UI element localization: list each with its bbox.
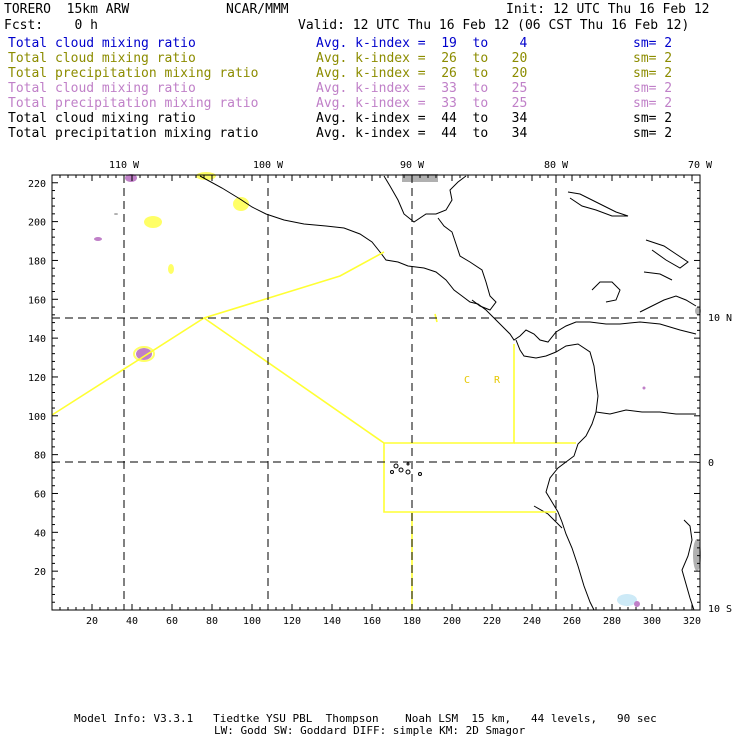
x-tick-label: 40 bbox=[126, 616, 138, 627]
x-tick-label: 260 bbox=[563, 616, 581, 627]
y-tick-label: 120 bbox=[28, 373, 46, 384]
x-tick-label: 100 bbox=[243, 616, 261, 627]
lon-label-70w: 70 W bbox=[688, 160, 713, 171]
x-tick-label: 80 bbox=[206, 616, 218, 627]
lat-label-10n: 10 N bbox=[708, 313, 732, 324]
y-tick-label: 40 bbox=[34, 528, 46, 539]
legend-field-3: Total precipitation mixing ratio bbox=[8, 66, 259, 81]
model-info-line-1: Model Info: V3.3.1 Tiedtke YSU PBL Thomp… bbox=[74, 712, 657, 725]
forecast-hour: Fcst: 0 h bbox=[4, 18, 98, 33]
lon-label-110w: 110 W bbox=[109, 160, 140, 171]
model-title: TORERO 15km ARW bbox=[4, 2, 130, 17]
legend-index-7: Avg. k-index = 44 to 34 bbox=[316, 126, 528, 141]
flight-track bbox=[51, 251, 576, 610]
legend-index-5: Avg. k-index = 33 to 25 bbox=[316, 96, 528, 111]
y-tick-label: 80 bbox=[34, 451, 46, 462]
x-tick-label: 200 bbox=[443, 616, 461, 627]
y-tick-label: 180 bbox=[28, 256, 46, 267]
y-tick-label: 100 bbox=[28, 412, 46, 423]
legend-index-6: Avg. k-index = 44 to 34 bbox=[316, 111, 528, 126]
y-tick-label: 60 bbox=[34, 489, 46, 500]
y-tick-label: 220 bbox=[28, 179, 46, 190]
precip-shading bbox=[94, 172, 701, 607]
lat-label-0: 0 bbox=[708, 458, 714, 469]
model-info-line-2: LW: Godd SW: Goddard DIFF: simple KM: 2D… bbox=[214, 724, 526, 737]
x-tick-label: 20 bbox=[86, 616, 98, 627]
org-label: NCAR/MMM bbox=[226, 2, 289, 17]
lat-label-10s: 10 S bbox=[708, 604, 732, 615]
axis-ticks: 20 40 60 80 100 120 140 160 180 200 220 240 260 280 30… bbox=[28, 174, 701, 627]
legend-field-1: Total cloud mixing ratio bbox=[8, 36, 196, 51]
x-tick-label: 160 bbox=[363, 616, 381, 627]
latlon-grid bbox=[52, 175, 700, 610]
map-frame bbox=[51, 174, 701, 611]
legend-field-2: Total cloud mixing ratio bbox=[8, 51, 196, 66]
lon-label-100w: 100 W bbox=[253, 160, 284, 171]
y-tick-label: 20 bbox=[34, 567, 46, 578]
legend-field-6: Total cloud mixing ratio bbox=[8, 111, 196, 126]
y-tick-label: 160 bbox=[28, 295, 46, 306]
x-tick-label: 120 bbox=[283, 616, 301, 627]
legend-sm-5: sm= 2 bbox=[633, 96, 673, 111]
init-time: Init: 12 UTC Thu 16 Feb 12 bbox=[506, 2, 710, 17]
y-tick-label: 140 bbox=[28, 334, 46, 345]
x-tick-label: 300 bbox=[643, 616, 661, 627]
legend-field-4: Total cloud mixing ratio bbox=[8, 81, 196, 96]
x-tick-label: 320 bbox=[683, 616, 701, 627]
legend-index-3: Avg. k-index = 26 to 20 bbox=[316, 66, 528, 81]
legend-index-4: Avg. k-index = 33 to 25 bbox=[316, 81, 528, 96]
coastlines bbox=[199, 175, 697, 611]
x-tick-label: 60 bbox=[166, 616, 178, 627]
valid-time: Valid: 12 UTC Thu 16 Feb 12 (06 CST Thu … bbox=[298, 18, 690, 33]
x-tick-label: 240 bbox=[523, 616, 541, 627]
x-tick-label: 180 bbox=[403, 616, 421, 627]
x-tick-label: 220 bbox=[483, 616, 501, 627]
x-tick-label: 280 bbox=[603, 616, 621, 627]
legend-index-1: Avg. k-index = 19 to 4 bbox=[316, 36, 528, 51]
legend-field-7: Total precipitation mixing ratio bbox=[8, 126, 259, 141]
legend-sm-7: sm= 2 bbox=[633, 126, 673, 141]
legend-index-2: Avg. k-index = 26 to 20 bbox=[316, 51, 528, 66]
lon-label-90w: 90 W bbox=[400, 160, 425, 171]
lon-label-80w: 80 W bbox=[544, 160, 569, 171]
legend-sm-1: sm= 2 bbox=[633, 36, 673, 51]
y-tick-label: 200 bbox=[28, 218, 46, 229]
legend-sm-4: sm= 2 bbox=[633, 81, 673, 96]
legend-sm-2: sm= 2 bbox=[633, 51, 673, 66]
station-label-r: R bbox=[494, 375, 501, 386]
legend-sm-3: sm= 2 bbox=[633, 66, 673, 81]
legend-field-5: Total precipitation mixing ratio bbox=[8, 96, 259, 111]
station-label-c: C bbox=[464, 375, 470, 386]
legend-sm-6: sm= 2 bbox=[633, 111, 673, 126]
x-tick-label: 140 bbox=[323, 616, 341, 627]
